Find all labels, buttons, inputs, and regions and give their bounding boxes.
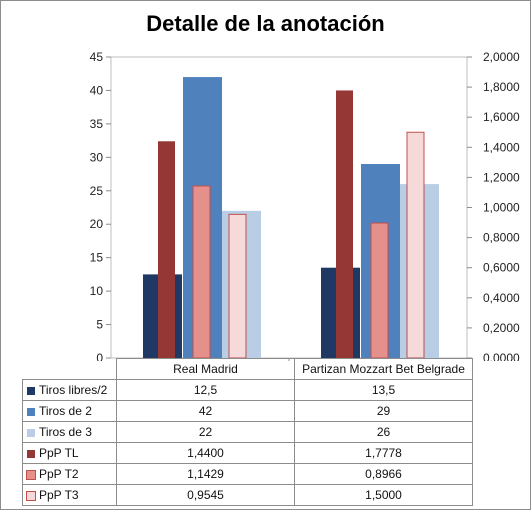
data-cell: 0,8966 [294,463,473,485]
y-left-tick-label: 30 [90,150,104,164]
legend-label: PpP T2 [39,467,79,481]
series-label: PpP T2 [22,463,117,485]
y-left-tick-label: 10 [90,284,104,298]
series-label: PpP TL [22,442,117,464]
plot-area: 0 5 10 15 20 25 30 35 40 45 0,0000 0,2000 0,4000 0,60… [90,50,520,361]
series-label: Tiros libres/2 [22,379,117,401]
data-cell: 1,1429 [116,463,295,485]
data-cell: 13,5 [294,379,473,401]
table-row: Tiros libres/2 12,5 13,5 [22,379,473,401]
bar-ppp-t3-0 [228,213,247,359]
legend-label: Tiros libres/2 [39,383,108,397]
series-label: PpP T3 [22,484,117,506]
legend-key [26,469,36,480]
bar-ppp-t2-0 [192,185,211,359]
chart-title: Detalle de la anotación [146,11,385,36]
y-left-tick-label: 40 [90,83,104,97]
y-right-tick-label: 1,2000 [483,170,520,184]
data-cell: 12,5 [116,379,295,401]
legend-label: PpP TL [39,446,79,460]
bar-ppp-t3-1 [406,131,425,359]
data-cell: 1,7778 [294,442,473,464]
table-row: PpP TL 1,4400 1,7778 [22,442,473,464]
series-label: Tiros de 2 [22,400,117,422]
y-right-tick-label: 0,6000 [483,261,520,275]
y-right-tick-label: 1,4000 [483,140,520,154]
y-right-tick-label: 0,4000 [483,291,520,305]
data-cell: 29 [294,400,473,422]
y-left-tick-label: 45 [90,50,104,64]
table-corner [22,358,117,380]
y-left-tick-label: 20 [90,217,104,231]
y-right-tick-label: 1,0000 [483,201,520,215]
y-left-tick-label: 0 [96,351,103,361]
legend-label: PpP T3 [39,488,79,502]
legend-label: Tiros de 3 [39,425,92,439]
data-cell: 1,5000 [294,484,473,506]
y-left-tick-label: 5 [96,318,103,332]
data-table: Real Madrid Partizan Mozzart Bet Belgrade… [22,358,473,506]
y-left-tick-label: 25 [90,184,104,198]
y-right-tick-label: 0,8000 [483,231,520,245]
legend-key [26,490,36,501]
y-right-tick-label: 2,0000 [483,50,520,64]
y-right-tick-label: 1,6000 [483,110,520,124]
table-row: PpP T2 1,1429 0,8966 [22,463,473,485]
table-row: Tiros de 3 22 26 [22,421,473,443]
y-right-tick-label: 0,2000 [483,321,520,335]
data-cell: 42 [116,400,295,422]
data-cell: 22 [116,421,295,443]
legend-key [27,407,35,416]
y-left-tick-label: 15 [90,251,104,265]
bar-ppp-tl-0 [158,141,175,358]
y-right-tick-label: 0,0000 [483,351,520,361]
y-left-tick-label: 35 [90,117,104,131]
legend-key [27,449,35,458]
bar-ppp-t2-1 [370,222,389,359]
category-label: Partizan Mozzart Bet Belgrade [294,358,473,380]
legend-label: Tiros de 2 [39,404,92,418]
table-header-row: Real Madrid Partizan Mozzart Bet Belgrade [22,358,473,380]
data-cell: 26 [294,421,473,443]
table-row: PpP T3 0,9545 1,5000 [22,484,473,506]
legend-key [27,428,35,437]
category-label: Real Madrid [116,358,295,380]
data-cell: 0,9545 [116,484,295,506]
series-label: Tiros de 3 [22,421,117,443]
bar-ppp-tl-1 [336,90,353,358]
y-right-tick-label: 1,8000 [483,80,520,94]
legend-key [27,386,35,395]
data-cell: 1,4400 [116,442,295,464]
table-row: Tiros de 2 42 29 [22,400,473,422]
